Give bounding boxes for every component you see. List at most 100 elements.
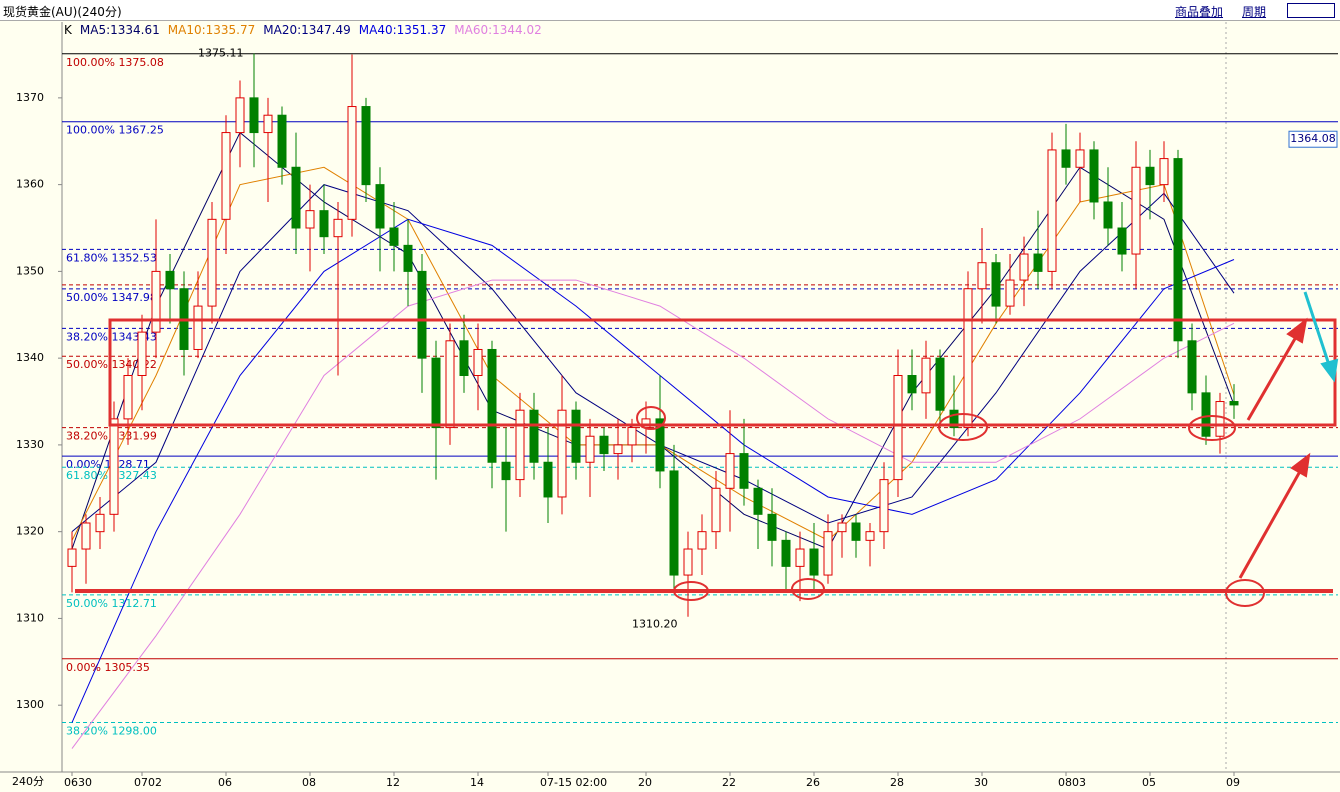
y-tick-label: 1300 [16, 698, 44, 711]
level-label: 100.00% 1375.08 [66, 56, 164, 69]
nav-buttons[interactable] [1287, 3, 1335, 18]
level-label: 61.80% 1352.53 [66, 251, 157, 264]
candle-body [151, 270, 161, 333]
candle-body [263, 114, 273, 134]
candle-body [977, 262, 987, 290]
circle [1225, 579, 1265, 607]
candle-body [1145, 166, 1155, 186]
candle-body [473, 348, 483, 377]
arrow [1238, 465, 1305, 579]
candle-body [613, 444, 623, 455]
legend-prefix: K [64, 23, 72, 37]
ma-line [71, 166, 1235, 541]
candle-body [319, 210, 329, 238]
candle-body [361, 106, 371, 186]
y-tick-label: 1340 [16, 351, 44, 364]
candle-body [1061, 149, 1071, 168]
arrow-head [1320, 358, 1339, 383]
candle-body [627, 427, 637, 446]
candle-body [655, 418, 665, 472]
candle-body [1187, 340, 1197, 394]
x-tick-label: 20 [638, 776, 652, 789]
circle [636, 406, 666, 430]
arrow [1303, 291, 1332, 369]
candle-body [277, 114, 287, 168]
candle-body [543, 461, 553, 498]
candle-body [949, 409, 959, 429]
candle-body [753, 487, 763, 515]
legend-entry: MA20:1347.49 [263, 23, 351, 37]
top-bar: 现货黄金(AU)(240分) 商品叠加 周期 [0, 0, 1340, 21]
candle-body [165, 270, 175, 290]
candle-body [795, 548, 805, 567]
candle-body [333, 218, 343, 238]
candle-body [515, 409, 525, 481]
x-tick-label: 09 [1226, 776, 1240, 789]
overlay-link[interactable]: 商品叠加 [1175, 5, 1224, 19]
candle-body [571, 409, 581, 463]
candle-body [879, 479, 889, 533]
y-tick-label: 1330 [16, 438, 44, 451]
y-tick-label: 1320 [16, 525, 44, 538]
y-tick-label: 1350 [16, 264, 44, 277]
instrument-title: 现货黄金(AU)(240分) [3, 5, 122, 19]
candle-body [1103, 201, 1113, 229]
candle-body [1005, 279, 1015, 307]
x-tick-label: 28 [890, 776, 904, 789]
circle [673, 581, 709, 601]
ma-line [71, 218, 1235, 723]
candle-body [1117, 227, 1127, 255]
x-tick-label: 07-15 02:00 [540, 776, 607, 789]
candle-body [1033, 253, 1043, 272]
candle-body [935, 357, 945, 411]
candle-body [767, 513, 777, 541]
candle-body [207, 218, 217, 307]
price-annotation: 1310.20 [632, 618, 678, 631]
candle-body [1047, 149, 1057, 272]
legend-entry: MA40:1351.37 [358, 23, 447, 37]
candle-body [81, 522, 91, 550]
x-tick-label: 0702 [134, 776, 162, 789]
candle-body [865, 531, 875, 541]
level-label: 50.00% 1347.98 [66, 291, 157, 304]
x-tick-label: 26 [806, 776, 820, 789]
candle-body [431, 357, 441, 429]
candle-body [95, 513, 105, 533]
candle-body [137, 331, 147, 377]
candle-body [823, 531, 833, 576]
level-label: 50.00% 1312.71 [66, 597, 157, 610]
y-tick-label: 1360 [16, 178, 44, 191]
candle-body [851, 522, 861, 541]
period-link[interactable]: 周期 [1242, 5, 1267, 19]
candle-body [1075, 149, 1085, 168]
candle-body [907, 375, 917, 394]
candle-body [249, 97, 259, 134]
candle-body [893, 375, 903, 481]
candle-body [781, 539, 791, 567]
price-annotation: 1375.11 [198, 47, 244, 60]
legend: K MA5:1334.61 MA10:1335.77 MA20:1347.49 MA40… [64, 23, 550, 37]
arrow-head [1290, 452, 1311, 478]
candle-body [725, 453, 735, 489]
candle-body [921, 357, 931, 394]
ma-line [71, 184, 1235, 533]
range-box [108, 318, 1337, 427]
ma-line [71, 279, 1235, 749]
candle-body [739, 453, 749, 489]
y-tick-label: 1310 [16, 611, 44, 624]
candle-body [403, 244, 413, 272]
candle-body [1173, 158, 1183, 342]
candle-body [1089, 149, 1099, 203]
legend-entry: MA60:1344.02 [454, 23, 542, 37]
candle-body [123, 375, 133, 420]
candle-body [697, 531, 707, 550]
candle-body [809, 548, 819, 576]
candle-body [375, 184, 385, 229]
x-tick-label: 12 [386, 776, 400, 789]
candle-body [389, 227, 399, 246]
candle-body [599, 435, 609, 455]
candle-body [417, 270, 427, 359]
candle-body [585, 435, 595, 463]
